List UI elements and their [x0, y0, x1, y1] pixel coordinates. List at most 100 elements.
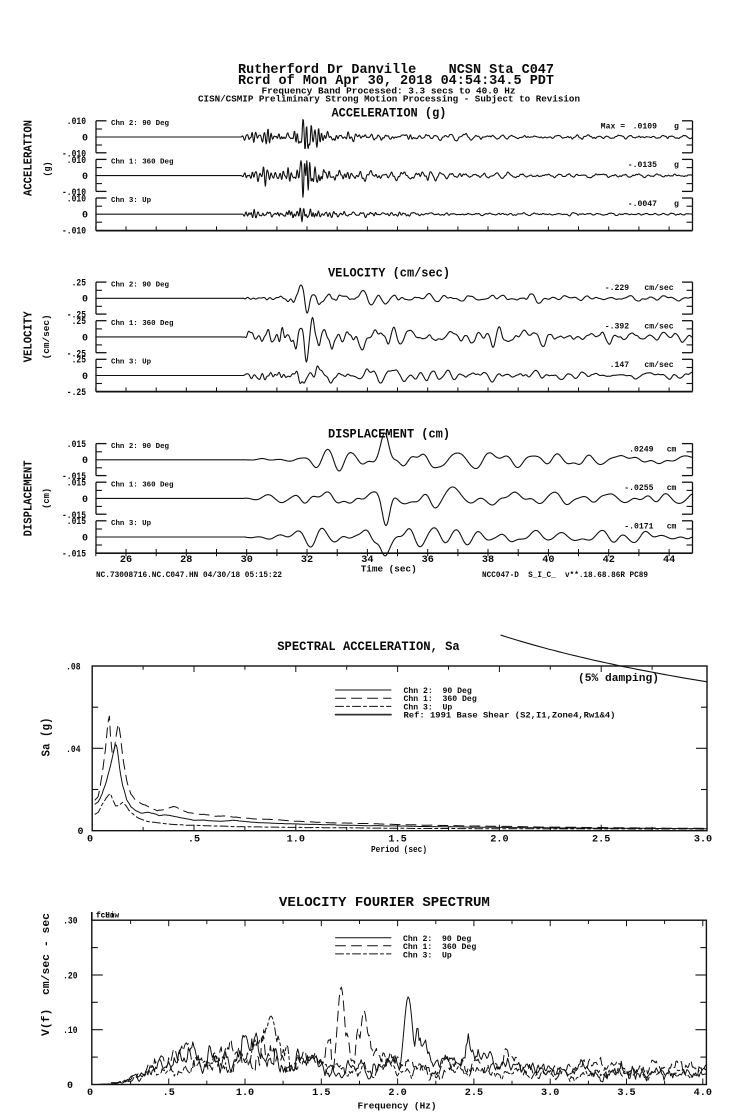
svg-text:44: 44: [663, 555, 675, 566]
svg-text:NCC047-D S_I_C_ v**.18.68.86: NCC047-D S_I_C_ v**.18.68.86R PC89: [482, 572, 648, 580]
svg-text:Time (sec): Time (sec): [361, 563, 417, 574]
svg-text:.08: .08: [66, 663, 80, 674]
svg-text:ACCELERATION: ACCELERATION: [22, 120, 36, 196]
svg-text:(cm/sec): (cm/sec): [42, 314, 52, 359]
svg-text:.25: .25: [72, 356, 86, 367]
svg-text:VELOCITY FOURIER SPECTRUM: VELOCITY FOURIER SPECTRUM: [279, 896, 490, 911]
svg-text:34: 34: [361, 555, 373, 566]
svg-text:0: 0: [77, 827, 83, 838]
svg-text:-.392: -.392: [605, 323, 630, 332]
svg-text:3.0: 3.0: [694, 834, 712, 845]
svg-text:-.25: -.25: [67, 311, 86, 322]
svg-text:3.5: 3.5: [617, 1088, 635, 1099]
svg-text:g: g: [674, 123, 679, 132]
svg-text:Chn 3: Up: Chn 3: Up: [403, 951, 452, 960]
svg-text:g: g: [674, 161, 679, 170]
svg-text:Chn 3: Up: Chn 3: Up: [111, 359, 152, 367]
svg-text:-.015: -.015: [62, 511, 86, 522]
svg-text:fcHi: fcHi: [96, 913, 115, 921]
svg-text:-.010: -.010: [62, 149, 86, 160]
svg-text:Chn 2: 90 Deg: Chn 2: 90 Deg: [111, 281, 170, 289]
svg-text:.25: .25: [72, 279, 86, 290]
svg-text:Period (sec): Period (sec): [371, 844, 427, 855]
svg-text:CISN/CSMIP Preliminary Strong: CISN/CSMIP Preliminary Strong Motion Pro…: [198, 93, 580, 104]
svg-text:.015: .015: [67, 517, 86, 528]
svg-text:Chn 3: Up: Chn 3: Up: [111, 197, 152, 205]
svg-text:Frequency (Hz): Frequency (Hz): [358, 1101, 437, 1112]
svg-text:-.015: -.015: [62, 549, 86, 560]
svg-text:Chn 2: 90 Deg: Chn 2: 90 Deg: [111, 443, 170, 451]
svg-text:.010: .010: [67, 194, 86, 205]
svg-text:Chn 3: Up: Chn 3: Up: [404, 703, 453, 712]
svg-text:DISPLACEMENT: DISPLACEMENT: [22, 460, 36, 536]
svg-text:-.25: -.25: [67, 349, 86, 360]
svg-text:0: 0: [82, 495, 88, 506]
svg-text:-.25: -.25: [67, 388, 86, 399]
svg-text:.30: .30: [63, 917, 77, 928]
svg-text:(g): (g): [43, 162, 53, 177]
svg-text:.04: .04: [66, 745, 80, 756]
svg-text:36: 36: [422, 555, 434, 566]
svg-text:DISPLACEMENT (cm): DISPLACEMENT (cm): [328, 426, 450, 441]
svg-text:0: 0: [82, 295, 88, 306]
svg-text:-.0171: -.0171: [624, 523, 653, 532]
svg-text:g: g: [674, 200, 679, 209]
svg-text:cm/sec: cm/sec: [644, 361, 673, 370]
svg-text:2.0: 2.0: [388, 1088, 406, 1099]
svg-text:Rutherford Dr Danville NCSN: Rutherford Dr Danville NCSN Sta C047: [238, 63, 554, 78]
svg-text:.010: .010: [67, 156, 86, 167]
svg-text:2.5: 2.5: [592, 834, 610, 845]
svg-text:cm: cm: [667, 484, 677, 493]
svg-text:V(f) cm/sec - sec: V(f) cm/sec - sec: [41, 913, 53, 1036]
svg-text:SPECTRAL ACCELERATION, Sa: SPECTRAL ACCELERATION, Sa: [277, 639, 460, 654]
svg-text:1.5: 1.5: [312, 1088, 330, 1099]
svg-text:cm: cm: [667, 523, 677, 532]
svg-text:0: 0: [82, 211, 88, 222]
svg-text:(5% damping): (5% damping): [578, 673, 659, 685]
svg-text:Ref: 1991 Base Shear (S2,I1,Zo: Ref: 1991 Base Shear (S2,I1,Zone4,Rw1&4): [404, 712, 616, 721]
svg-text:Chn 1: 360 Deg: Chn 1: 360 Deg: [404, 695, 477, 704]
svg-text:0: 0: [67, 1081, 73, 1092]
svg-text:-.0255: -.0255: [624, 484, 653, 493]
svg-text:-.010: -.010: [62, 227, 86, 238]
svg-text:VELOCITY (cm/sec): VELOCITY (cm/sec): [328, 266, 450, 281]
svg-text:38: 38: [482, 555, 494, 566]
svg-text:0: 0: [82, 172, 88, 183]
svg-text:Rcrd of Mon Apr 30, 2018 04:54: Rcrd of Mon Apr 30, 2018 04:54:34.5 PDT: [238, 74, 554, 89]
svg-text:0: 0: [82, 133, 88, 144]
svg-text:Chn 1: 360 Deg: Chn 1: 360 Deg: [111, 320, 174, 328]
svg-text:0: 0: [82, 372, 88, 383]
svg-text:0: 0: [82, 533, 88, 544]
svg-text:.25: .25: [72, 317, 86, 328]
svg-text:Chn 1: 360 Deg: Chn 1: 360 Deg: [111, 481, 174, 489]
svg-text:fcLow: fcLow: [96, 913, 120, 921]
svg-text:Chn 2: 90 Deg: Chn 2: 90 Deg: [111, 120, 170, 128]
svg-text:0: 0: [87, 1088, 93, 1099]
svg-text:4.0: 4.0: [694, 1088, 712, 1099]
svg-text:Sa (g): Sa (g): [41, 718, 54, 757]
svg-text:Chn 2: 90 Deg: Chn 2: 90 Deg: [403, 935, 471, 944]
svg-text:1.0: 1.0: [236, 1088, 254, 1099]
svg-text:.015: .015: [67, 479, 86, 490]
svg-text:0: 0: [87, 834, 93, 845]
svg-text:2.5: 2.5: [465, 1088, 483, 1099]
svg-text:-.010: -.010: [62, 188, 86, 199]
svg-text:cm: cm: [667, 445, 677, 454]
svg-text:VELOCITY: VELOCITY: [22, 311, 36, 363]
svg-text:2.0: 2.0: [490, 834, 508, 845]
svg-text:40: 40: [542, 555, 554, 566]
svg-text:Chn 1: 360 Deg: Chn 1: 360 Deg: [111, 159, 174, 167]
svg-text:30: 30: [241, 555, 253, 566]
svg-text:ACCELERATION (g): ACCELERATION (g): [332, 105, 447, 120]
svg-text:28: 28: [180, 555, 192, 566]
svg-text:cm/sec: cm/sec: [644, 323, 673, 332]
svg-text:Chn 3: Up: Chn 3: Up: [111, 520, 152, 528]
svg-text:.5: .5: [188, 834, 200, 845]
svg-text:.0249: .0249: [629, 445, 654, 454]
svg-text:1.0: 1.0: [287, 834, 305, 845]
svg-text:-.229: -.229: [605, 284, 630, 293]
svg-text:1.5: 1.5: [388, 834, 406, 845]
svg-text:(cm): (cm): [42, 488, 52, 509]
svg-text:.147: .147: [610, 361, 630, 370]
svg-text:.015: .015: [67, 440, 86, 451]
